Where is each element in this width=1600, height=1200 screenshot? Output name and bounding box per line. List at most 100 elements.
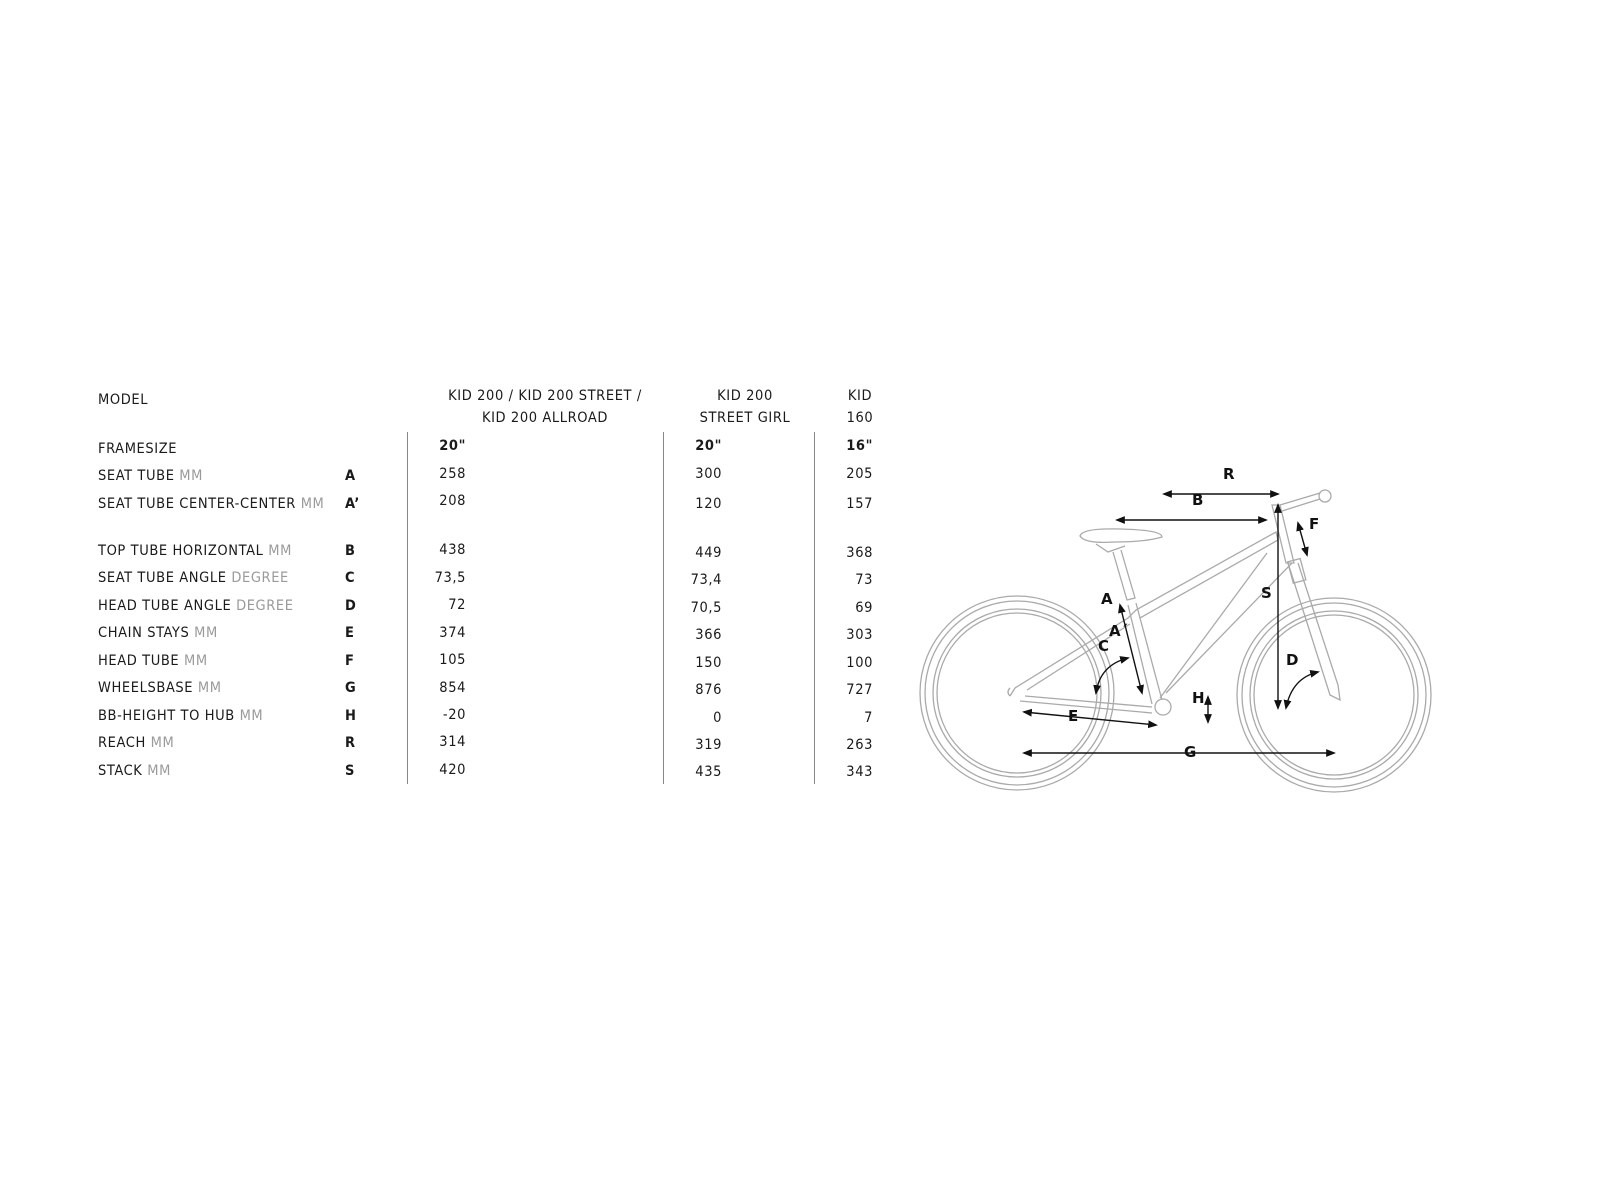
row-label: SEAT TUBE MM (98, 467, 328, 486)
label-a: A (1101, 590, 1113, 608)
row-unit: MM (197, 680, 222, 696)
row-value: 366 (695, 627, 722, 643)
row-value: 303 (846, 627, 873, 643)
row-label: HEAD TUBE ANGLE DEGREE (98, 597, 328, 616)
framesize-value: 20" (695, 438, 722, 454)
row-unit: MM (300, 496, 325, 512)
row-name: CHAIN STAYS (98, 625, 190, 641)
row-value: 300 (695, 466, 722, 482)
label-s: S (1261, 584, 1272, 602)
column-header-kid200: KID 200 / KID 200 STREET / KID 200 ALLROA… (420, 385, 670, 429)
row-name: HEAD TUBE (98, 653, 180, 669)
row-letter: B (345, 543, 356, 559)
chainstay-arrow (1022, 708, 1158, 729)
label-f: F (1309, 515, 1319, 533)
header-line1: KID 200 / KID 200 STREET / (448, 388, 642, 404)
column-header-kid160: KID 160 (830, 385, 890, 429)
row-label: STACK MM (98, 762, 328, 781)
seat-angle-arrow (1093, 656, 1130, 695)
row-name: BB-HEIGHT TO HUB (98, 708, 235, 724)
row-value: 70,5 (690, 600, 722, 616)
row-value: 100 (846, 655, 873, 671)
header-line2: STREET GIRL (699, 410, 791, 426)
row-value: 319 (695, 737, 722, 753)
row-unit: MM (150, 735, 175, 751)
row-value: 69 (855, 600, 873, 616)
row-unit: DEGREE (236, 598, 294, 614)
row-value: 438 (439, 542, 466, 558)
head-tube-arrow (1296, 521, 1309, 557)
label-a-prime: A´ (1109, 622, 1128, 640)
dimension-arrows (1022, 490, 1336, 757)
row-value: 73 (855, 572, 873, 588)
row-value: 205 (846, 466, 873, 482)
row-value: 314 (439, 734, 466, 750)
framesize-value: 20" (439, 438, 466, 454)
header-line2: 160 (846, 410, 874, 426)
row-letter: A’ (345, 496, 360, 512)
header-line2: KID 200 ALLROAD (481, 410, 609, 426)
row-unit: MM (239, 708, 264, 724)
column-divider (814, 432, 815, 784)
row-unit: MM (179, 468, 204, 484)
row-value: 449 (695, 545, 722, 561)
row-name: SEAT TUBE CENTER-CENTER (98, 496, 296, 512)
column-divider (663, 432, 664, 784)
seat-tube-arrow (1118, 603, 1144, 695)
row-value: 374 (439, 625, 466, 641)
row-name: TOP TUBE HORIZONTAL (98, 543, 264, 559)
row-unit: DEGREE (231, 570, 289, 586)
frame (1007, 489, 1341, 716)
row-value: 727 (846, 682, 873, 698)
row-label: TOP TUBE HORIZONTAL MM (98, 542, 328, 561)
row-value: -20 (442, 707, 466, 723)
row-value: 7 (864, 710, 873, 726)
row-unit: MM (268, 543, 292, 559)
row-label: HEAD TUBE MM (98, 652, 328, 671)
row-value: 420 (439, 762, 466, 778)
row-letter: H (345, 708, 357, 724)
rear-wheel (919, 595, 1115, 791)
row-value: 258 (439, 466, 466, 482)
row-value: 0 (713, 710, 722, 726)
header-line1: KID (847, 388, 873, 404)
row-letter: E (345, 625, 355, 641)
row-value: 157 (846, 496, 873, 512)
label-h: H (1192, 689, 1205, 707)
row-name: WHEELSBASE (98, 680, 194, 696)
row-label: CHAIN STAYS MM (98, 624, 328, 643)
row-unit: MM (147, 763, 171, 779)
row-letter: R (345, 735, 356, 751)
column-divider (407, 432, 408, 784)
row-label: BB-HEIGHT TO HUB MM (98, 707, 328, 726)
framesize-value: 16" (846, 438, 873, 454)
row-letter: S (345, 763, 355, 779)
row-value: 876 (695, 682, 722, 698)
label-b: B (1192, 491, 1203, 509)
row-value: 263 (846, 737, 873, 753)
row-name: SEAT TUBE (98, 468, 175, 484)
row-label: REACH MM (98, 734, 328, 753)
row-value: 105 (439, 652, 466, 668)
row-label: SEAT TUBE ANGLE DEGREE (98, 569, 328, 588)
row-label: SEAT TUBE CENTER-CENTER MM (98, 495, 328, 514)
row-value: 120 (695, 496, 722, 512)
label-e: E (1068, 707, 1078, 725)
row-letter: D (345, 598, 357, 614)
row-value: 72 (448, 597, 466, 613)
row-value: 435 (695, 764, 722, 780)
framesize-label: FRAMESIZE (98, 441, 178, 457)
bike-geometry-diagram: R B F S A A´ C D H E G (919, 465, 1432, 793)
row-value: 73,5 (434, 570, 466, 586)
label-c: C (1098, 637, 1109, 655)
row-value: 343 (846, 764, 873, 780)
row-letter: G (345, 680, 357, 696)
row-value: 368 (846, 545, 873, 561)
row-unit: MM (194, 625, 218, 641)
row-letter: A (345, 468, 356, 484)
row-name: HEAD TUBE ANGLE (98, 598, 232, 614)
label-r: R (1223, 465, 1235, 483)
row-value: 208 (439, 493, 466, 509)
row-name: STACK (98, 763, 143, 779)
row-label: WHEELSBASE MM (98, 679, 328, 698)
